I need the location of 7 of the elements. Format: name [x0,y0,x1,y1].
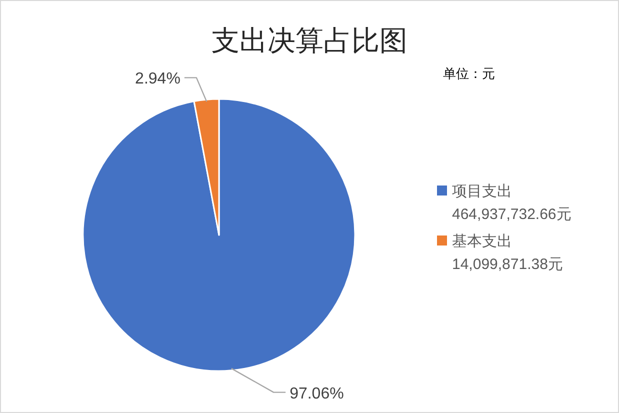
chart-title: 支出决算占比图 [212,26,408,57]
text: 单位：元 [443,66,495,81]
data-label: 2.94% [135,70,180,88]
pie-slice [82,98,356,372]
legend-label: 基本支出 14,099,871.38元 [452,233,563,273]
legend-label: 项目支出 464,937,732.66元 [452,183,572,223]
data-label: 97.06% [290,385,344,402]
